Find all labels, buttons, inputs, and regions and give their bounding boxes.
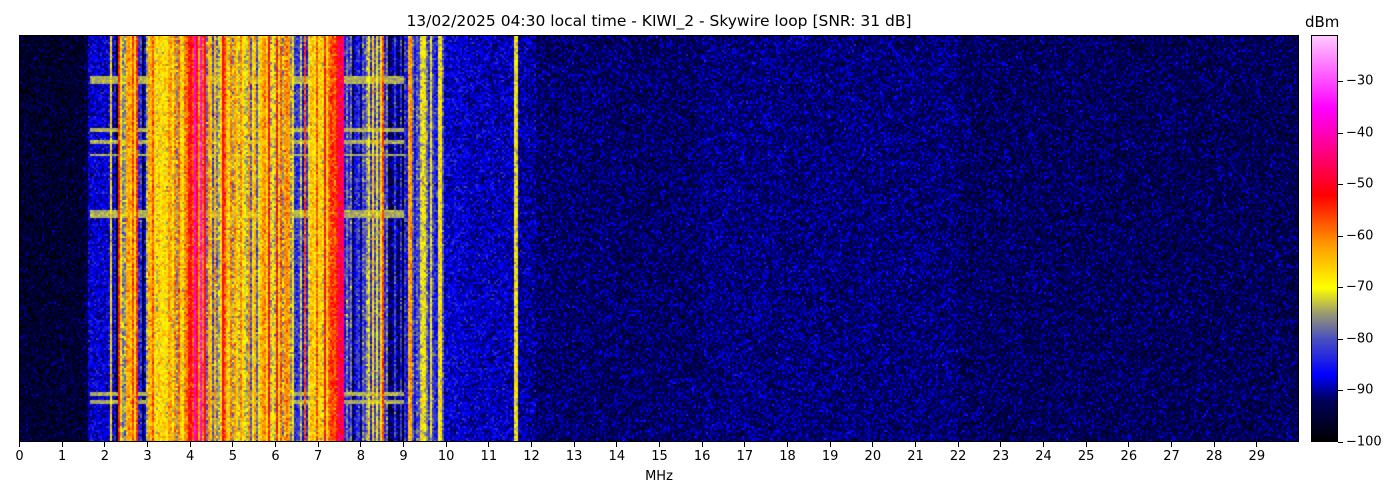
x-tick	[147, 442, 148, 447]
colorbar-tick	[1338, 287, 1343, 289]
x-tick-label: 21	[907, 449, 924, 464]
x-tick	[1128, 442, 1130, 447]
colorbar-tick-label: −50	[1346, 176, 1374, 192]
x-axis-label: MHz	[645, 469, 673, 484]
x-tick	[829, 442, 831, 447]
x-tick-label: 1	[58, 449, 67, 464]
x-tick-label: 4	[186, 449, 195, 464]
x-tick-label: 25	[1077, 449, 1095, 464]
x-tick	[616, 442, 618, 447]
x-tick-label: 2	[100, 449, 109, 464]
x-tick-label: 23	[992, 449, 1010, 464]
x-tick	[744, 442, 746, 447]
colorbar-tick-label: −90	[1346, 382, 1374, 398]
x-tick-label: 28	[1205, 449, 1223, 464]
x-tick-label: 20	[864, 449, 882, 464]
x-tick	[360, 442, 362, 447]
x-tick-label: 8	[356, 449, 365, 464]
x-tick	[232, 442, 234, 447]
x-tick	[1043, 442, 1044, 447]
x-tick	[531, 442, 532, 447]
x-tick	[787, 442, 788, 447]
x-tick-label: 13	[565, 449, 583, 464]
x-tick-label: 14	[608, 449, 626, 464]
colorbar-tick-label: −100	[1346, 434, 1382, 450]
x-tick-label: 17	[736, 449, 754, 464]
x-tick	[659, 442, 660, 447]
x-tick-label: 5	[228, 449, 237, 464]
x-tick-label: 26	[1120, 449, 1138, 464]
x-tick-label: 11	[480, 449, 498, 464]
x-tick	[957, 442, 959, 447]
x-tick	[403, 442, 404, 447]
x-tick	[1085, 442, 1087, 447]
x-tick	[1256, 442, 1258, 447]
x-tick-label: 27	[1163, 449, 1180, 464]
x-tick-label: 22	[949, 449, 967, 464]
x-tick	[19, 442, 20, 447]
x-tick	[189, 442, 191, 447]
colorbar	[1311, 35, 1338, 442]
x-tick-label: 6	[271, 449, 280, 464]
x-tick-label: 9	[399, 449, 408, 464]
x-tick-label: 16	[693, 449, 711, 464]
x-tick-label: 24	[1035, 449, 1052, 464]
x-tick-label: 12	[523, 449, 540, 464]
x-tick-label: 15	[651, 449, 668, 464]
chart-title: 13/02/2025 04:30 local time - KIWI_2 - S…	[406, 12, 912, 30]
x-tick	[1213, 442, 1215, 447]
colorbar-tick-label: −60	[1346, 228, 1374, 244]
colorbar-tick	[1338, 132, 1343, 134]
x-tick	[872, 442, 874, 447]
colorbar-tick	[1338, 390, 1343, 392]
colorbar-tick-label: −30	[1346, 73, 1374, 89]
waterfall-heatmap	[20, 36, 1298, 441]
x-tick	[701, 442, 703, 447]
colorbar-tick	[1338, 338, 1343, 340]
x-tick-label: 0	[15, 449, 24, 464]
x-tick-label: 29	[1248, 449, 1266, 464]
x-tick	[1171, 442, 1172, 447]
colorbar-label: dBm	[1305, 13, 1340, 31]
x-tick	[104, 442, 106, 447]
colorbar-tick	[1338, 442, 1343, 443]
x-tick	[915, 442, 916, 447]
colorbar-tick-label: −40	[1346, 125, 1374, 141]
x-tick-label: 19	[821, 449, 839, 464]
x-tick	[61, 442, 63, 447]
plot-frame	[19, 35, 1299, 442]
x-tick	[445, 442, 447, 447]
x-tick-label: 3	[143, 449, 152, 464]
x-tick	[275, 442, 276, 447]
x-tick-label: 7	[314, 449, 323, 464]
x-tick	[573, 442, 575, 447]
x-tick	[317, 442, 319, 447]
x-tick	[488, 442, 490, 447]
x-tick-label: 18	[779, 449, 796, 464]
colorbar-tick-label: −80	[1346, 331, 1374, 347]
x-tick-label: 10	[437, 449, 455, 464]
colorbar-tick	[1338, 235, 1343, 237]
colorbar-tick	[1338, 184, 1343, 186]
colorbar-tick	[1338, 81, 1343, 83]
colorbar-tick-label: −70	[1346, 279, 1374, 295]
x-tick	[1000, 442, 1002, 447]
